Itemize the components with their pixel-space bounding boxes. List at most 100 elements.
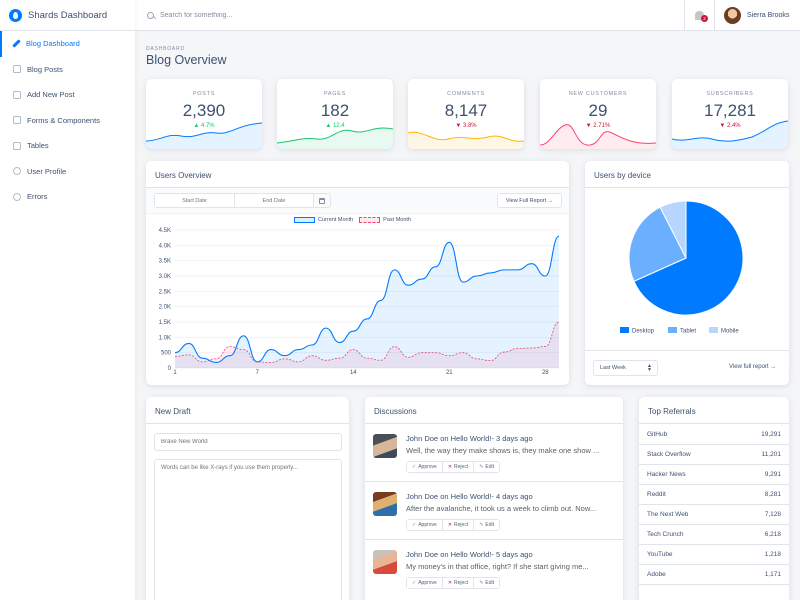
sidebar-item-user-profile[interactable]: User Profile — [0, 159, 135, 185]
referral-row: Stack Overflow 11,201 — [639, 445, 789, 465]
stat-label: COMMENTS — [447, 91, 485, 97]
legend-label: Mobile — [721, 329, 739, 335]
discussion-post[interactable]: Hello World! — [450, 434, 492, 443]
referral-count: 8,281 — [764, 491, 781, 498]
x-tick-label: 28 — [542, 370, 549, 376]
referral-row: Reddit 8,281 — [639, 485, 789, 505]
edit-button[interactable]: ✎ Edit — [474, 462, 500, 472]
check-icon: ✓ — [412, 522, 417, 528]
stat-change: ▲ 4.7% — [146, 123, 262, 129]
draft-body-textarea[interactable] — [154, 459, 342, 600]
user-menu[interactable]: Sierra Brooks — [714, 0, 800, 31]
y-tick-label: 2.5K — [159, 289, 171, 295]
discussion-on: on — [440, 492, 449, 501]
discussion-post[interactable]: Hello World! — [450, 492, 492, 501]
discussion-text: Well, the way they make shows is, they m… — [406, 446, 600, 455]
divider — [585, 350, 789, 351]
legend-swatch-current — [294, 217, 315, 223]
view-full-report-link[interactable]: View full report → — [729, 364, 777, 370]
reject-button[interactable]: ✕ Reject — [442, 462, 475, 472]
draft-title-input[interactable] — [154, 433, 342, 451]
approve-button[interactable]: ✓ Approve — [407, 462, 443, 472]
discussion-author[interactable]: John Doe — [406, 550, 439, 559]
pie-slice-tablet — [628, 206, 687, 282]
check-icon: ✓ — [412, 580, 417, 586]
referral-row: Hacker News 9,291 — [639, 465, 789, 485]
sidebar-item-blog-dashboard[interactable]: Blog Dashboard — [0, 31, 135, 57]
avatar — [373, 434, 397, 458]
end-date-input[interactable] — [234, 194, 313, 207]
reject-button[interactable]: ✕ Reject — [442, 520, 475, 530]
brand[interactable]: Shards Dashboard — [0, 0, 135, 31]
y-tick-label: 1.5K — [159, 320, 171, 326]
posts-icon — [13, 65, 21, 74]
legend-swatch — [620, 327, 629, 333]
discussion-text: After the avalanche, it took us a week t… — [406, 504, 597, 513]
legend-swatch — [709, 327, 718, 333]
referral-name: The Next Web — [647, 511, 689, 518]
arrow-up-icon: ▲ — [193, 123, 200, 129]
period-select[interactable]: Last Week ▲ ▼ — [593, 360, 658, 376]
avatar — [373, 550, 397, 574]
stat-card-comments: COMMENTS 8,147 ▼ 3.8% — [408, 79, 524, 149]
stat-value: 8,147 — [444, 101, 488, 120]
notifications-button[interactable]: 2 — [684, 0, 714, 31]
sidebar-item-add-new-post[interactable]: Add New Post — [0, 82, 135, 108]
edit-label: Edit — [485, 464, 495, 470]
navbar-right: 2 Sierra Brooks — [684, 0, 800, 31]
edit-icon: ✎ — [479, 464, 484, 470]
stat-card-posts: POSTS 2,390 ▲ 4.7% — [146, 79, 262, 149]
view-full-report-button[interactable]: View Full Report → — [497, 193, 562, 208]
edit-button[interactable]: ✎ Edit — [474, 578, 500, 588]
stat-change-value: 12.4 — [332, 123, 345, 129]
sidebar-item-blog-posts[interactable]: Blog Posts — [0, 57, 135, 83]
discussion-author[interactable]: John Doe — [406, 434, 439, 443]
user-name: Sierra Brooks — [747, 12, 790, 19]
reject-label: Reject — [454, 464, 469, 470]
top-referrals-card: Top Referrals — [639, 397, 789, 600]
discussion-post[interactable]: Hello World! — [450, 550, 492, 559]
pie-slice-mobile — [659, 200, 687, 259]
stat-label: PAGES — [323, 91, 347, 97]
sidebar: Shards Dashboard Blog Dashboard Blog Pos… — [0, 0, 135, 600]
calendar-button[interactable] — [313, 194, 330, 207]
sidebar-item-errors[interactable]: Errors — [0, 184, 135, 210]
brand-name: Shards Dashboard — [28, 9, 108, 21]
sidebar-item-label: Tables — [27, 141, 49, 151]
notification-badge: 2 — [701, 15, 708, 22]
select-arrows-icon: ▲ ▼ — [647, 363, 652, 373]
reject-label: Reject — [454, 522, 469, 528]
discussion-on: on — [440, 550, 449, 559]
search-input[interactable] — [160, 11, 560, 19]
stat-change-value: 2.4% — [726, 123, 741, 129]
sidebar-item-tables[interactable]: Tables — [0, 133, 135, 159]
avatar — [373, 492, 397, 516]
bell-icon — [695, 11, 704, 20]
discussion-meta: John Doe on Hello World!- 5 days ago — [406, 550, 533, 559]
y-tick-label: 1.0K — [159, 335, 171, 341]
page-title: Blog Overview — [146, 53, 227, 67]
discussion-author[interactable]: John Doe — [406, 492, 439, 501]
stat-change-value: 3.8% — [462, 123, 477, 129]
referral-count: 19,291 — [761, 431, 781, 438]
series-line-current-month — [174, 235, 560, 364]
arrow-down-icon: ▼ — [719, 123, 726, 129]
close-icon: ✕ — [447, 580, 453, 586]
sparkline — [146, 122, 262, 149]
stat-change: ▼ 2.4% — [672, 123, 788, 129]
close-icon: ✕ — [447, 464, 453, 470]
approve-button[interactable]: ✓ Approve — [407, 578, 443, 588]
components-icon — [13, 116, 21, 125]
sidebar-item-forms-components[interactable]: Forms & Components — [0, 108, 135, 134]
reject-label: Reject — [454, 580, 469, 586]
close-icon: ✕ — [447, 522, 453, 528]
sparkline — [540, 124, 656, 149]
start-date-input[interactable] — [155, 194, 234, 207]
approve-button[interactable]: ✓ Approve — [407, 520, 443, 530]
reject-button[interactable]: ✕ Reject — [442, 578, 475, 588]
stat-value: 182 — [320, 101, 350, 120]
stat-label: SUBSCRIBERS — [706, 91, 754, 97]
edit-button[interactable]: ✎ Edit — [474, 520, 500, 530]
legend-label: Current Month — [318, 217, 354, 223]
edit-icon: ✎ — [479, 580, 484, 586]
